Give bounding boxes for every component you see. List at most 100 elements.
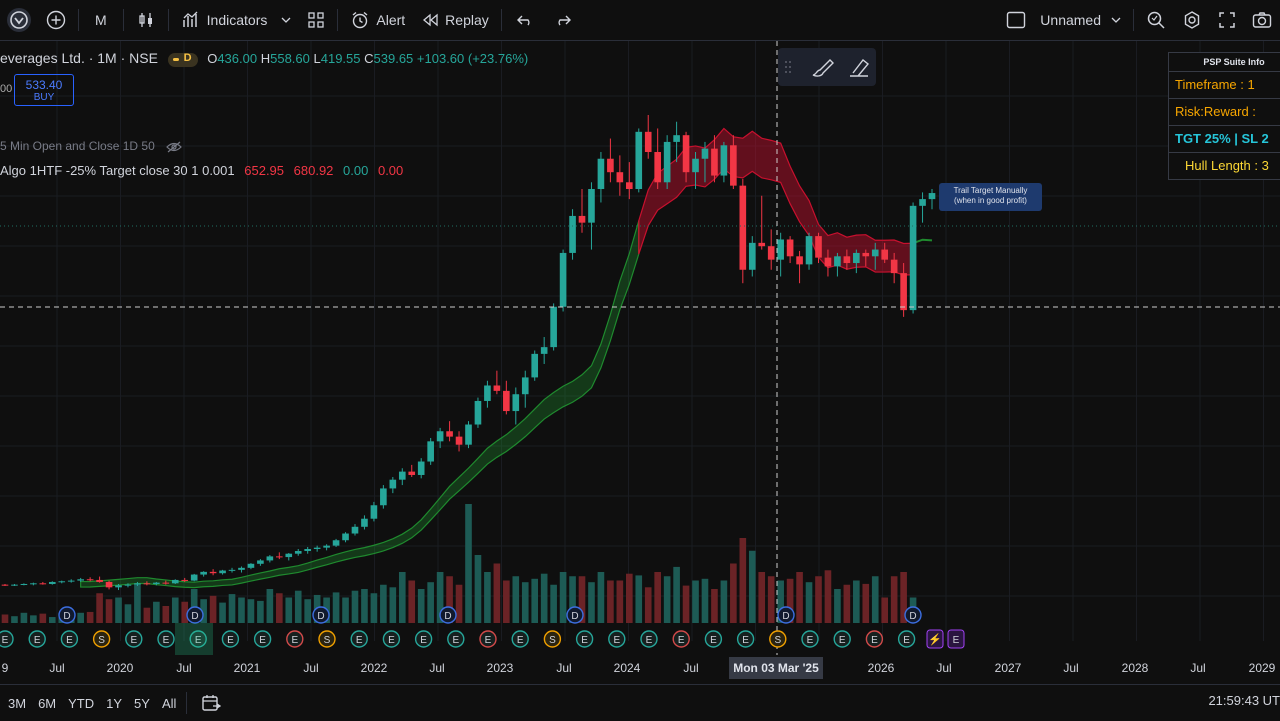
candle-body [597, 158, 605, 190]
info-row-risk-reward: Risk:Reward : [1169, 99, 1280, 126]
crosshair-date-label: Mon 03 Mar '25 [729, 657, 823, 679]
earnings-marker-label: E [452, 635, 459, 646]
time-axis-label: 2023 [486, 661, 514, 675]
logo-button[interactable] [0, 0, 38, 40]
volume-bar [644, 587, 652, 623]
price-chart[interactable]: E E E S E E E E E E S E E E E E E S E E E E E E S E E E E D D D D D D D E ⚡ [0, 41, 1280, 681]
volume-bar [427, 582, 434, 623]
volume-bar [436, 572, 444, 623]
volume-bar [219, 602, 226, 623]
divider [337, 9, 339, 31]
volume-bar [361, 589, 368, 623]
volume-bar [134, 584, 141, 623]
candle-body [644, 131, 652, 153]
earnings-marker-label: E [420, 635, 427, 646]
dividend-marker [186, 606, 204, 624]
candle-body [209, 571, 217, 574]
volume-bar [692, 580, 699, 623]
divider [1133, 9, 1134, 31]
clock[interactable]: 21:59:43 UT [1208, 693, 1280, 708]
replay-button[interactable]: Replay [413, 0, 497, 40]
range-ytd-button[interactable]: YTD [68, 695, 95, 711]
earnings-marker-label: E [581, 635, 588, 646]
earnings-marker-label: E [195, 635, 202, 646]
alert-button[interactable]: Alert [342, 0, 413, 40]
earnings-marker [511, 630, 529, 648]
drag-handle-icon[interactable] [784, 59, 792, 75]
add-symbol-button[interactable] [38, 0, 74, 40]
dividend-marker-label: D [782, 611, 789, 622]
highlighter-icon[interactable] [846, 56, 872, 78]
volume-bar [701, 578, 709, 623]
layout-button[interactable]: Unnamed [998, 0, 1129, 40]
indicator-legend-1[interactable]: 5 Min Open and Close 1D 50 [0, 139, 182, 153]
range-5y-button[interactable]: 5Y [134, 695, 150, 711]
snapshot-button[interactable] [1244, 0, 1280, 40]
candle-body [285, 553, 293, 558]
indicator-1-name: 5 Min Open and Close 1D 50 [0, 139, 155, 153]
redo-button[interactable] [544, 0, 582, 40]
candle-body [890, 259, 898, 274]
candle-body [436, 431, 444, 442]
interval-button[interactable]: M [95, 12, 107, 28]
symbol-title[interactable]: everages Ltd. · 1M · NSE [0, 50, 158, 66]
earnings-marker-label: E [34, 635, 41, 646]
settings-button[interactable] [1174, 0, 1210, 40]
earnings-marker-label: E [163, 635, 170, 646]
indicator-legend-2[interactable]: Algo 1HTF -25% Target close 30 1 0.001 6… [0, 163, 403, 178]
candle-body [247, 563, 255, 568]
candle-body [531, 353, 539, 378]
indicators-button[interactable]: Indicators [173, 0, 300, 40]
templates-button[interactable] [299, 0, 333, 40]
divider [167, 9, 169, 31]
brush-icon[interactable] [810, 56, 836, 78]
time-axis[interactable]: 9 Jul 2020 Jul 2021 Jul 2022 Jul 2023 Jul 2024 Jul 2… [0, 655, 1280, 681]
range-all-button[interactable]: All [161, 695, 177, 711]
volume-bar [550, 584, 557, 623]
earnings-marker [640, 630, 658, 648]
earnings-marker [221, 630, 240, 648]
candle-body [11, 584, 18, 586]
volume-bar [238, 597, 245, 623]
chart-type-button[interactable] [128, 0, 164, 40]
buy-button[interactable]: 533.40 BUY [14, 74, 74, 106]
chevron-down-icon[interactable] [1111, 15, 1121, 25]
range-3m-button[interactable]: 3M [8, 695, 27, 711]
goto-date-icon[interactable] [201, 694, 222, 712]
time-axis-label: Jul [556, 661, 572, 675]
range-6m-button[interactable]: 6M [38, 695, 57, 711]
volume-bar [380, 584, 387, 623]
volume-bar [834, 589, 841, 623]
volume-bar [20, 612, 28, 623]
chart-area[interactable]: E E E S E E E E E E S E E E E E E S E E E E E E S E E E E D D D D D D D E ⚡ [0, 41, 1280, 681]
earnings-marker [608, 630, 626, 648]
volume-bar [663, 576, 671, 623]
volume-bar [881, 597, 889, 623]
volume-bar [607, 580, 614, 623]
undo-button[interactable] [506, 0, 544, 40]
volume-bar [730, 563, 737, 623]
chevron-down-icon[interactable] [281, 15, 291, 25]
candle-body [720, 145, 728, 176]
earnings-marker [897, 630, 916, 648]
delay-badge[interactable]: D [167, 52, 198, 67]
volume-bar [720, 580, 728, 623]
candle-body [332, 540, 340, 546]
candle-body [607, 158, 614, 173]
earnings-marker [479, 630, 497, 648]
high-label: H [260, 51, 271, 66]
drawing-toolbar [778, 48, 876, 86]
candle-body [663, 141, 671, 183]
volume-bar [332, 592, 340, 623]
eye-hidden-icon[interactable] [166, 141, 182, 153]
quick-search-button[interactable] [1138, 0, 1174, 40]
time-axis-label: 2028 [1121, 661, 1149, 675]
volume-bar [342, 597, 349, 623]
alert-label: Alert [376, 12, 406, 28]
fullscreen-button[interactable] [1210, 0, 1244, 40]
info-row-target-sl: TGT 25% | SL 2 [1169, 126, 1280, 153]
range-1y-button[interactable]: 1Y [106, 695, 123, 711]
volume-bar [748, 550, 756, 623]
indicators-icon [181, 10, 201, 30]
layout-name: Unnamed [1040, 12, 1101, 28]
